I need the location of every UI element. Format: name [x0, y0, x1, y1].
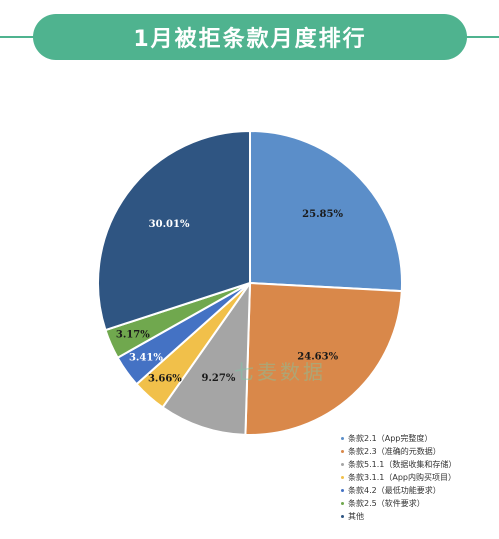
- legend-label: 其他: [348, 512, 364, 521]
- legend-swatch: [341, 502, 344, 505]
- legend-label: 条款2.1（App完整度）: [348, 434, 433, 443]
- slice-data-label: 24.63%: [297, 352, 338, 363]
- chart-title: 1月被拒条款月度排行: [33, 14, 467, 60]
- pie-slice: [249, 129, 403, 293]
- legend: 条款2.1（App完整度） 条款2.3（准确的元数据） 条款5.1.1（数据收集和存…: [341, 432, 495, 523]
- legend-swatch: [341, 515, 344, 518]
- slice-data-label: 3.41%: [129, 352, 163, 363]
- legend-label: 条款5.1.1（数据收集和存储）: [348, 460, 457, 469]
- legend-swatch: [341, 437, 344, 440]
- slice-data-label: 30.01%: [149, 219, 190, 230]
- legend-item: 条款2.1（App完整度）: [341, 432, 495, 445]
- legend-item: 条款4.2（最低功能要求）: [341, 484, 495, 497]
- legend-swatch: [341, 463, 344, 466]
- slice-data-label: 3.17%: [116, 330, 150, 341]
- legend-item: 其他: [341, 510, 495, 523]
- slice-data-label: 25.85%: [302, 209, 343, 220]
- legend-label: 条款2.5（软件要求）: [348, 499, 425, 508]
- legend-label: 条款2.3（准确的元数据）: [348, 447, 441, 456]
- slice-data-label: 3.66%: [148, 374, 182, 385]
- pie-slice: [161, 279, 252, 436]
- slice-data-label: 9.27%: [201, 373, 235, 384]
- watermark: 七麦数据: [234, 360, 326, 384]
- legend-swatch: [341, 489, 344, 492]
- legend-item: 条款2.3（准确的元数据）: [341, 445, 495, 458]
- legend-item: 条款3.1.1（App内购买项目）: [341, 471, 495, 484]
- pie-slice: [97, 129, 251, 332]
- legend-label: 条款3.1.1（App内购买项目）: [348, 473, 456, 482]
- legend-item: 条款2.5（软件要求）: [341, 497, 495, 510]
- legend-swatch: [341, 476, 344, 479]
- legend-label: 条款4.2（最低功能要求）: [348, 486, 441, 495]
- pie-slice: [244, 281, 403, 436]
- legend-swatch: [341, 450, 344, 453]
- legend-item: 条款5.1.1（数据收集和存储）: [341, 458, 495, 471]
